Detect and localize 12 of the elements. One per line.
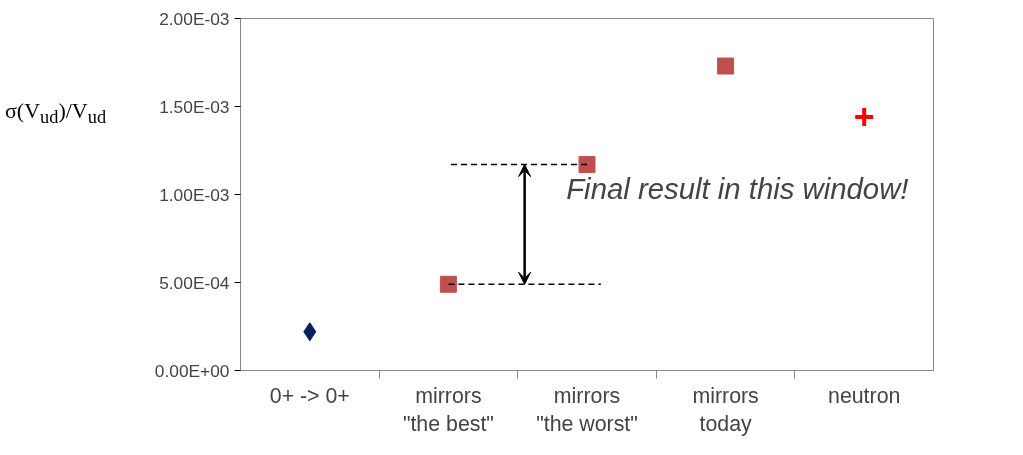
y-tick-label: 1.50E-03 [159, 96, 230, 117]
x-tick-label: neutron [828, 383, 901, 408]
y-tick-label: 2.00E-03 [159, 8, 230, 29]
y-tick-label: 1.00E-03 [159, 184, 230, 205]
y-axis-title: σ(V$_{ud}$)/V$_{ud}$ [5, 97, 107, 130]
x-tick-label: mirrors today [692, 383, 759, 437]
annotation: Final result in this window! [566, 172, 909, 206]
y-tick-label: 0.00E+00 [154, 360, 230, 381]
x-tick-label: 0+ -> 0+ [269, 383, 350, 408]
x-tick-label: mirrors "the worst" [536, 383, 638, 437]
y-tick-label: 5.00E-04 [159, 272, 230, 293]
x-tick-label: mirrors "the best" [402, 383, 494, 437]
